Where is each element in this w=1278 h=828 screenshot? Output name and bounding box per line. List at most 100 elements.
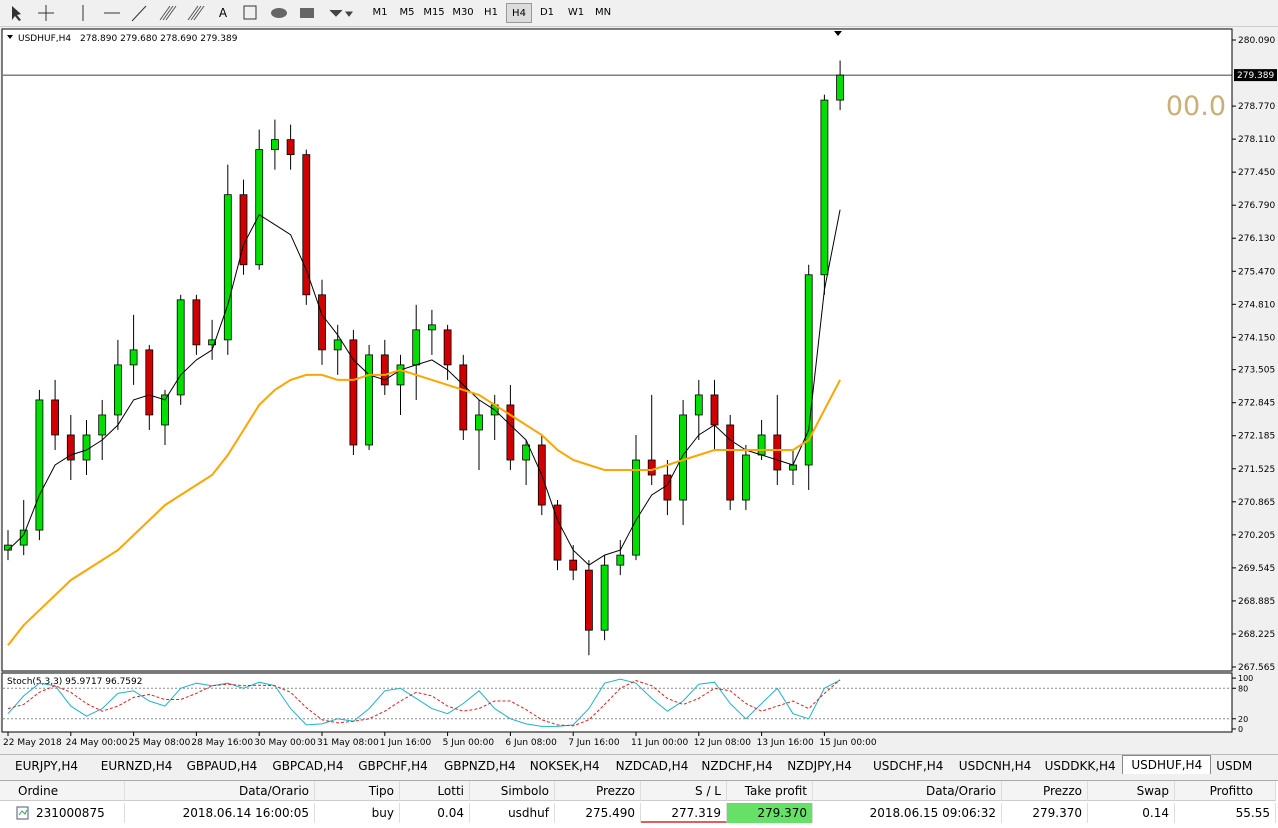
line-series — [7, 678, 841, 727]
candle-body — [757, 434, 766, 456]
chart-tab[interactable]: NZDJPY,H4 — [787, 759, 852, 773]
label-icon[interactable] — [243, 5, 257, 20]
table-cell: 279.370 — [1002, 803, 1088, 823]
column-header[interactable]: Data/Orario — [125, 781, 315, 801]
timeframe-button[interactable]: M15 — [423, 7, 445, 18]
chart-tab[interactable]: NOKSEK,H4 — [529, 759, 600, 773]
candle-body — [208, 339, 217, 346]
candle-body — [223, 194, 232, 341]
candle-body — [4, 544, 12, 551]
candle-body — [51, 399, 59, 436]
chart-tab[interactable]: GBPAUD,H4 — [186, 759, 258, 773]
quote: 278.890 279.680 278.690 279.389 — [80, 34, 238, 44]
candle-body — [522, 444, 530, 461]
timeframe-button[interactable]: H4 — [506, 3, 532, 23]
timeframe-button[interactable]: M1 — [372, 7, 388, 18]
line-series — [7, 368, 841, 646]
y-tick-label: 270.205 — [1238, 531, 1275, 541]
chart-tab[interactable]: USDCNH,H4 — [958, 759, 1032, 773]
candle-body — [553, 504, 562, 561]
column-header[interactable]: Prezzo — [555, 781, 641, 801]
candle-body — [600, 564, 609, 631]
crosshair-icon[interactable] — [38, 5, 54, 21]
chart-tab[interactable]: EURNZD,H4 — [100, 759, 173, 773]
current-price-label: 279.389 — [1237, 71, 1274, 81]
chart-tab[interactable]: GBPCAD,H4 — [272, 759, 344, 773]
candle-body — [365, 354, 374, 446]
toolbar: A M1 M5 M15 M30 H1 H4 D1 W1 MN — [0, 0, 1278, 27]
timeframe-button[interactable]: D1 — [539, 7, 555, 18]
candle-body — [66, 434, 75, 461]
overlay-text: 00.0 — [1166, 91, 1226, 122]
candle-body — [679, 414, 687, 501]
candle-body — [789, 464, 797, 471]
candle-body — [270, 139, 279, 151]
trendline-icon[interactable] — [131, 5, 147, 22]
ellipse-icon[interactable] — [271, 8, 287, 18]
column-header[interactable]: Simbolo — [470, 781, 555, 801]
candle-body — [836, 74, 844, 101]
x-tick-label: 25 May 08:00 — [129, 738, 191, 748]
column-header[interactable]: Ordine — [0, 781, 125, 801]
column-header[interactable]: Swap — [1088, 781, 1175, 801]
cursor-icon[interactable] — [12, 6, 21, 21]
timeframe-button[interactable]: H1 — [484, 7, 498, 18]
table-cell: 277.319 — [641, 803, 727, 823]
text-icon[interactable]: A — [219, 6, 228, 20]
column-header[interactable]: Tipo — [315, 781, 400, 801]
candle-body — [129, 349, 138, 366]
trade-table: Ordine Data/Orario Tipo Lotti Simbolo Prezzo S… — [0, 780, 1278, 828]
channel-icon[interactable] — [159, 5, 177, 21]
fibo-icon[interactable] — [187, 5, 205, 21]
y-tick-label: 273.505 — [1238, 366, 1275, 376]
candle-body — [255, 149, 264, 266]
column-header[interactable]: Data/Orario — [813, 781, 1002, 801]
candle-body — [506, 404, 515, 461]
chart-tab[interactable]: NZDCAD,H4 — [615, 759, 689, 773]
candle-body — [569, 559, 578, 571]
y-tick-label: 274.810 — [1238, 300, 1275, 310]
candle-body — [820, 99, 829, 276]
line-series — [7, 679, 841, 727]
candle-body — [773, 434, 782, 471]
order-icon — [16, 806, 29, 820]
chart-tab[interactable]: USDHUF,H4 — [1122, 755, 1212, 774]
timeframe-button[interactable]: W1 — [567, 7, 585, 18]
table-cell: usdhuf — [470, 803, 555, 823]
candle-body — [616, 554, 625, 566]
x-tick-label: 31 May 08:00 — [317, 738, 379, 748]
chart-tab[interactable]: USDM — [1216, 759, 1253, 773]
column-header[interactable]: Profitto — [1175, 781, 1276, 801]
y-tick-label: 276.130 — [1238, 234, 1275, 244]
candle-body — [286, 139, 295, 156]
x-tick-label: 22 May 2018 — [3, 738, 62, 748]
plot — [3, 60, 1232, 656]
y-tick-label: 268.885 — [1238, 597, 1275, 607]
table-cell: 55.55 — [1175, 803, 1276, 823]
column-header[interactable]: Prezzo — [1002, 781, 1088, 801]
candle-body — [443, 329, 452, 366]
chart-tab[interactable]: EURJPY,H4 — [15, 759, 79, 773]
chart-tabs: EURJPY,H4 EURNZD,H4 GBPAUD,H4 GBPCAD,H4 GBPC… — [0, 754, 1278, 777]
x-tick-label: 15 Jun 00:00 — [819, 738, 876, 748]
timeframe-button[interactable]: MN — [594, 7, 612, 18]
table-cell: 279.370 — [727, 803, 813, 823]
chart-tab[interactable]: GBPCHF,H4 — [358, 759, 428, 773]
y-tick-label: 267.565 — [1238, 663, 1275, 673]
y-tick-label: 100 — [1238, 674, 1253, 683]
column-header[interactable]: Lotti — [400, 781, 470, 801]
chart-title: USDHUF,H4 — [18, 34, 71, 44]
column-header[interactable]: Take profit — [727, 781, 813, 801]
timeframe-button[interactable]: M30 — [452, 7, 474, 18]
chart: USDHUF,H4 278.890 279.680 278.690 279.38… — [1, 28, 1277, 748]
x-tick-label: 5 Jun 00:00 — [443, 738, 495, 748]
chart-tab[interactable]: USDDKK,H4 — [1044, 759, 1116, 773]
chart-tab[interactable]: NZDCHF,H4 — [701, 759, 773, 773]
column-header[interactable]: S / L — [641, 781, 727, 801]
rect-icon[interactable] — [300, 8, 314, 18]
timeframe-button[interactable]: M5 — [399, 7, 415, 18]
arrows-icon[interactable] — [329, 9, 353, 17]
chart-tab[interactable]: GBPNZD,H4 — [444, 759, 516, 773]
table-cell: 2018.06.15 09:06:32 — [813, 803, 1002, 823]
chart-tab[interactable]: USDCHF,H4 — [873, 759, 944, 773]
